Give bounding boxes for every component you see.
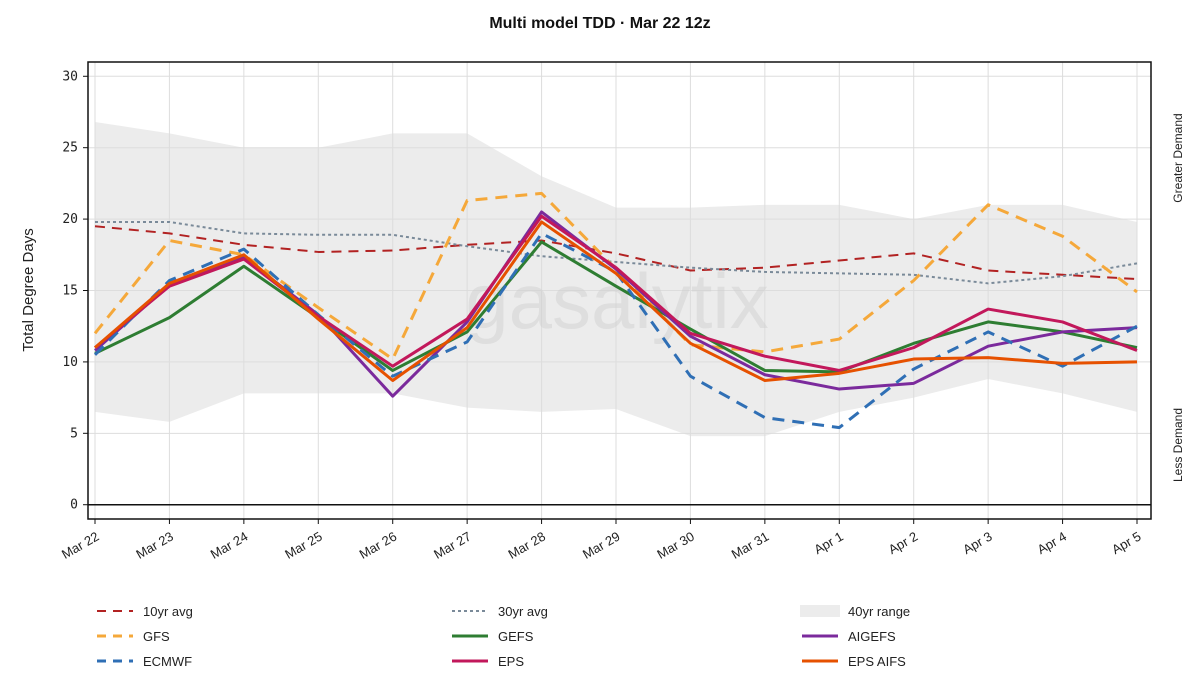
series-line-10yr-avg [94,225,1138,281]
legend-label: 10yr avg [143,603,193,619]
legend-swatch [802,634,838,638]
y-tick-label-30: 30 [62,69,78,84]
y-tick-label-10: 10 [62,355,78,370]
x-tick-label-1: Mar 23 [133,529,176,562]
legend-item-10yr-avg: 10yr avg [95,600,193,622]
y-axis-label: Total Degree Days [20,228,37,351]
legend-label: AIGEFS [848,628,896,644]
legend-item-40yr-range: 40yr range [800,600,910,622]
legend-label: EPS AIFS [848,653,906,669]
legend-item-30yr-avg: 30yr avg [450,600,548,622]
legend-swatch [452,659,488,663]
series-line-gefs [94,240,1138,374]
right-label-bottom: Less Demand [1171,408,1185,482]
legend-swatch [800,605,840,617]
y-tick-label-15: 15 [62,284,78,299]
y-tick-label-20: 20 [62,212,78,227]
right-label-top: Greater Demand [1171,113,1185,202]
legend-label: GFS [143,628,170,644]
chart-legend: 10yr avg GFS ECMWF 30yr avg GEFS EPS 40yr rang… [95,600,1095,680]
x-tick-label-2: Mar 24 [208,529,251,562]
chart-canvas: Multi model TDD · Mar 22 12z gasalytix05… [20,15,1185,562]
legend-swatch [97,634,133,638]
legend-swatch [97,610,133,612]
y-tick-label-25: 25 [62,141,78,156]
legend-item-gefs: GEFS [450,625,533,647]
legend-item-ecmwf: ECMWF [95,650,192,672]
y-tick-label-0: 0 [70,498,78,513]
legend-item-eps-aifs: EPS AIFS [800,650,906,672]
x-tick-label-6: Mar 28 [506,529,549,562]
legend-swatch [452,634,488,638]
x-tick-label-4: Mar 26 [357,529,400,562]
legend-label: GEFS [498,628,534,644]
legend-label: 30yr avg [498,603,548,619]
chart-title: Multi model TDD · Mar 22 12z [489,15,710,32]
x-tick-label-5: Mar 27 [431,529,474,562]
legend-label: 40yr range [848,603,911,619]
x-tick-label-9: Mar 31 [729,529,772,562]
legend-swatch-band [800,605,840,617]
series-line-gfs [93,191,1138,361]
x-tick-label-14: Apr 5 [1109,529,1143,558]
x-tick-label-10: Apr 1 [811,529,845,558]
x-tick-label-12: Apr 3 [960,529,994,558]
x-tick-label-11: Apr 2 [886,529,920,558]
legend-label: ECMWF [143,653,193,669]
x-tick-label-0: Mar 22 [59,529,102,562]
legend-item-eps: EPS [450,650,524,672]
legend-item-aigefs: AIGEFS [800,625,896,647]
series-line-eps-aifs [94,220,1138,382]
legend-swatch [802,659,838,663]
x-tick-label-8: Mar 30 [654,529,697,562]
x-tick-label-3: Mar 25 [282,529,325,562]
y-tick-label-5: 5 [70,426,78,441]
legend-swatch [452,610,488,612]
legend-swatch [97,659,133,663]
series-line-30yr-avg [95,220,1138,285]
legend-label: EPS [498,653,525,669]
legend-item-gfs: GFS [95,625,170,647]
x-tick-label-13: Apr 4 [1035,529,1069,558]
x-tick-label-7: Mar 29 [580,529,623,562]
